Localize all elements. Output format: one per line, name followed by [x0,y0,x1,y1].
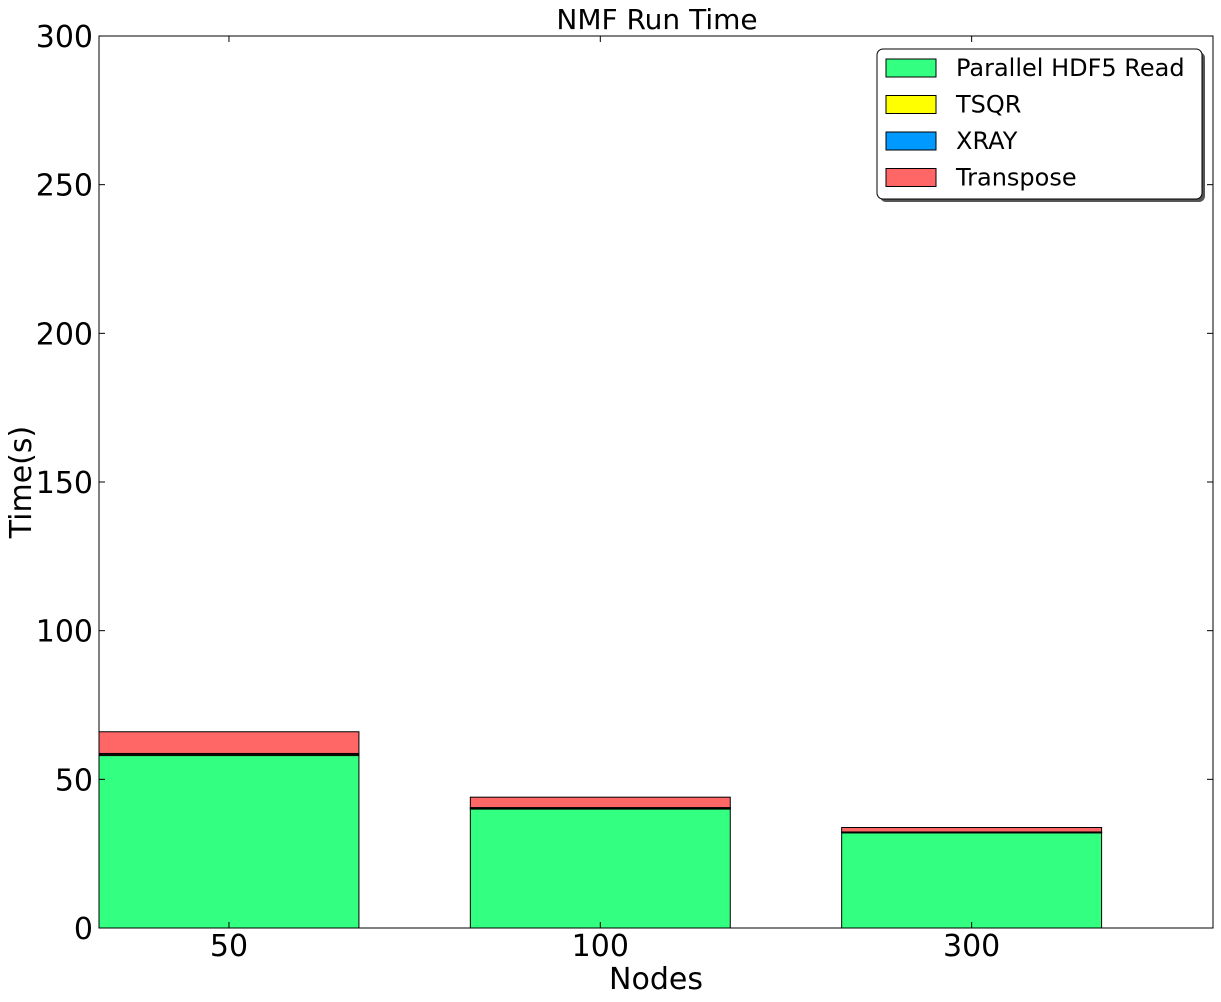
bar-transpose-300 [841,827,1103,833]
legend-swatch [885,95,937,114]
legend-label: TSQR [955,91,1021,119]
x-tick-label: 300 [943,929,1000,964]
y-tick-label: 200 [36,317,93,352]
legend-items: Parallel HDF5 Read TSQR XRAY Transpose [885,54,1185,192]
legend-swatch [885,131,937,151]
y-tick-label: 300 [36,20,93,55]
x-axis-title: Nodes [609,962,703,997]
y-tick-label: 0 [74,912,93,947]
legend-label: Parallel HDF5 Read [956,54,1185,82]
bar-parallel-hdf5-read-300 [841,832,1103,929]
legend-label: Transpose [955,164,1077,192]
bars-layer [98,731,1103,929]
legend: Parallel HDF5 Read TSQR XRAY Transpose [876,48,1205,202]
y-axis-title: Time(s) [4,426,39,539]
x-tick-label: 100 [572,929,629,964]
legend-label: XRAY [956,127,1018,155]
x-tick-label: 50 [210,929,248,964]
y-axis: 0 50 100 150 200 250 300 [36,20,1213,947]
bar-parallel-hdf5-read-100 [469,808,731,929]
legend-box [876,48,1203,200]
bar-transpose-50 [98,731,360,754]
legend-swatch [885,58,937,78]
chart-title: NMF Run Time [556,3,757,36]
y-tick-label: 50 [55,763,93,798]
legend-swatch [885,168,937,187]
bar-parallel-hdf5-read-50 [98,755,360,929]
x-axis: 50 100 300 [210,36,1000,964]
y-tick-label: 250 [36,169,93,204]
y-tick-label: 100 [36,615,93,650]
y-tick-label: 150 [36,466,93,501]
bar-transpose-100 [469,796,731,809]
